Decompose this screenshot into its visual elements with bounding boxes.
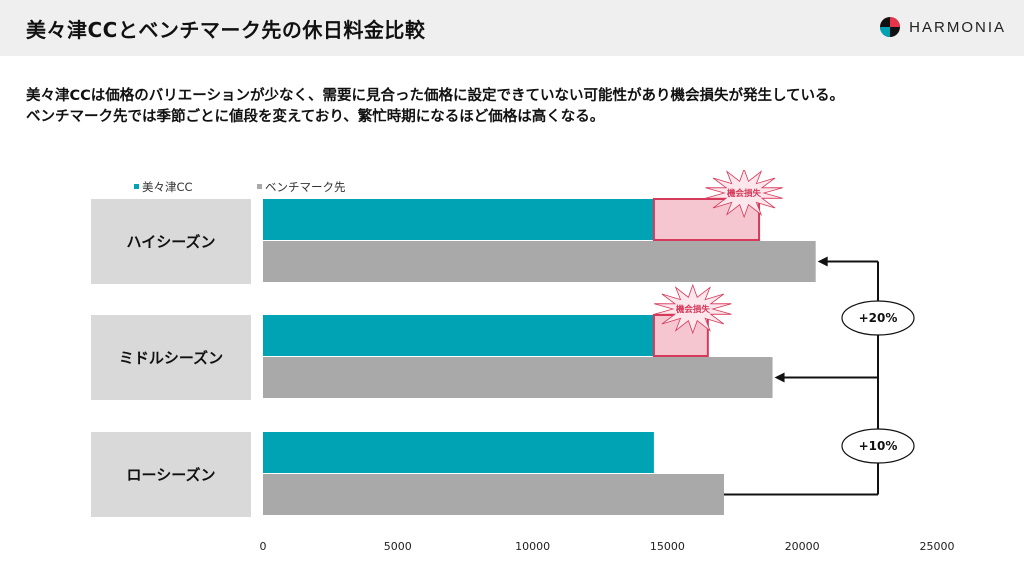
x-tick-label: 25000 <box>920 540 955 553</box>
bar-mimitsu <box>263 432 654 473</box>
legend-label: 美々津CC <box>142 180 193 194</box>
category-box <box>91 199 251 284</box>
category-label: ハイシーズン <box>127 233 216 251</box>
harmonia-logo-icon <box>880 17 901 37</box>
bar-mimitsu <box>263 199 654 240</box>
growth-label: +20% <box>859 311 898 325</box>
page-title: 美々津CCとベンチマーク先の休日料金比較 <box>26 18 426 42</box>
x-tick-label: 15000 <box>650 540 685 553</box>
opportunity-loss-label: 機会損失 <box>727 188 762 199</box>
legend: 美々津CC ベンチマーク先 <box>134 180 346 194</box>
legend-label: ベンチマーク先 <box>265 180 346 194</box>
growth-label: +10% <box>859 439 898 453</box>
x-tick-label: 5000 <box>384 540 412 553</box>
arrow-head-icon <box>817 256 828 267</box>
description-line-2: ベンチマーク先では季節ごとに値段を変えており、繁忙時期になるほど価格は高くなる。 <box>26 109 605 125</box>
x-tick-label: 20000 <box>785 540 820 553</box>
legend-swatch <box>257 184 262 189</box>
header-bar: 美々津CCとベンチマーク先の休日料金比較 HARMONIA <box>0 0 1024 56</box>
starburst-icon <box>654 283 732 335</box>
brand-logo: HARMONIA <box>879 16 1006 38</box>
bar-benchmark <box>263 357 773 398</box>
description-line-1: 美々津CCは価格のバリエーションが少なく、需要に見合った価格に設定できていない可… <box>26 88 845 104</box>
arrow-head-icon <box>774 372 785 383</box>
bar-mimitsu <box>263 315 654 356</box>
logo-text: HARMONIA <box>909 18 1006 36</box>
category-label: ローシーズン <box>127 466 216 484</box>
description: 美々津CCは価格のバリエーションが少なく、需要に見合った価格に設定できていない可… <box>26 86 844 128</box>
growth-badge <box>841 300 915 336</box>
comparison-bar-chart: 美々津CC ベンチマーク先ハイシーズンミドルシーズンローシーズン機会損失機会損失+… <box>91 170 955 553</box>
category-box <box>91 315 251 400</box>
x-tick-label: 0 <box>260 540 267 553</box>
starburst-icon <box>705 170 783 219</box>
category-box <box>91 432 251 517</box>
bar-benchmark <box>263 474 725 515</box>
growth-badge <box>841 428 915 464</box>
legend-swatch <box>134 184 139 189</box>
opportunity-loss-label: 機会損失 <box>676 304 711 315</box>
category-label: ミドルシーズン <box>119 349 223 367</box>
x-tick-label: 10000 <box>515 540 550 553</box>
bar-benchmark <box>263 241 816 282</box>
